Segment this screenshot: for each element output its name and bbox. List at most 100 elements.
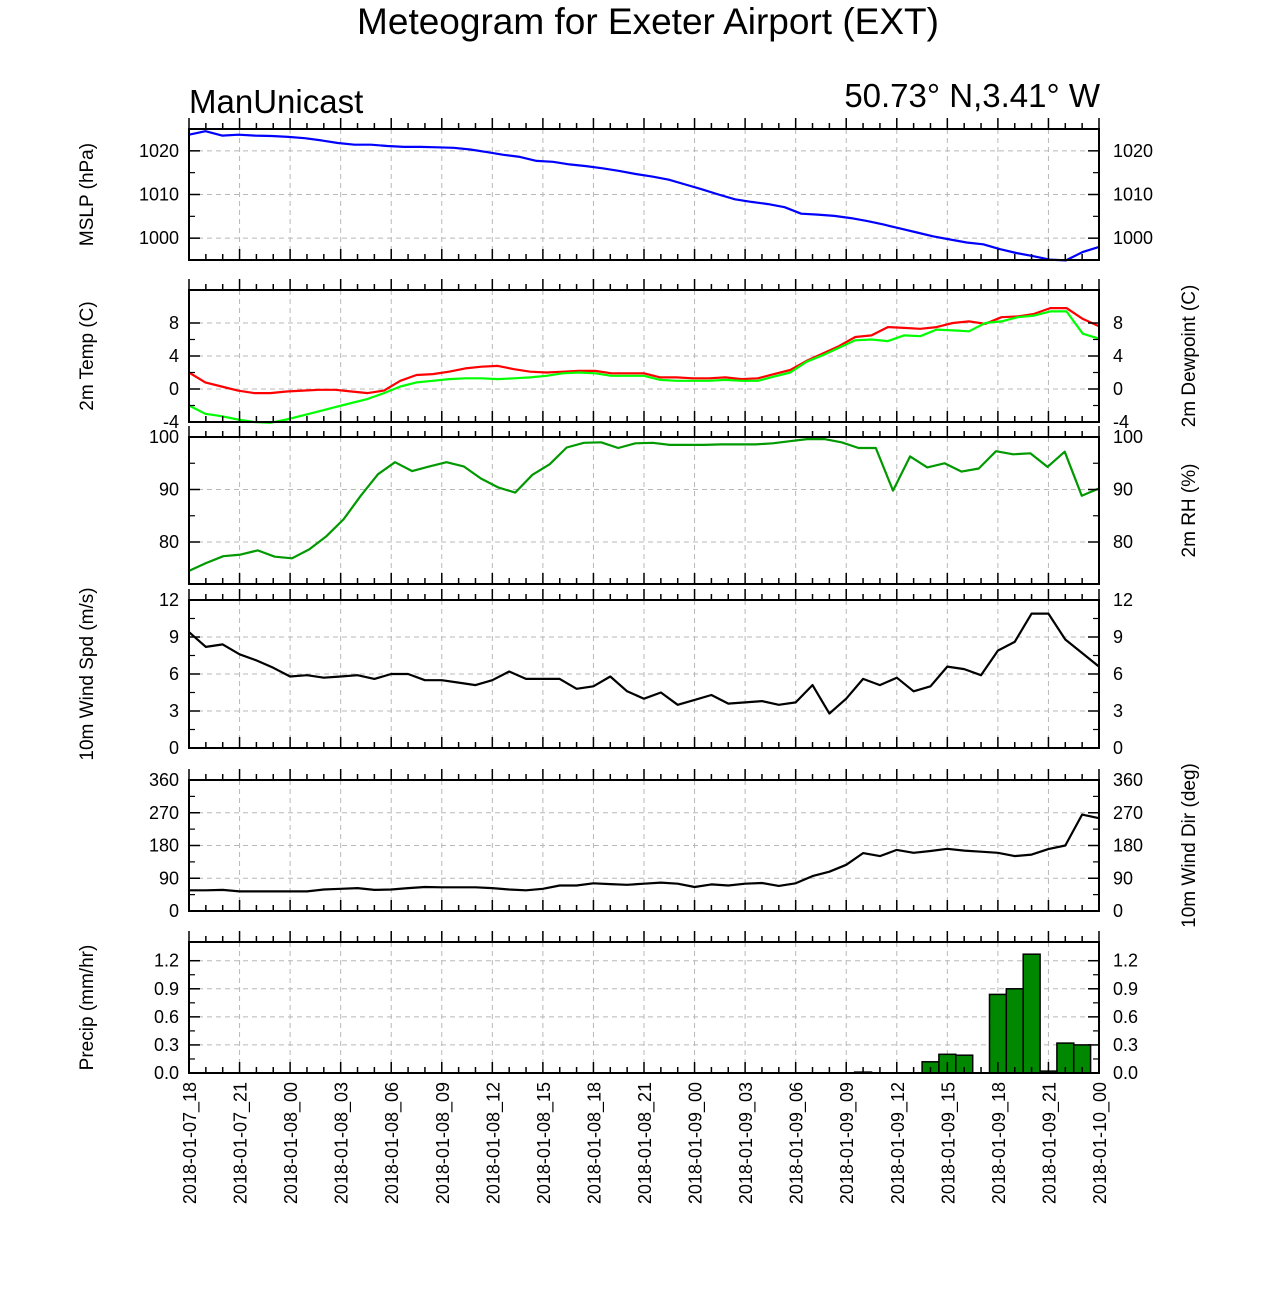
yaxis-title-left: MSLP (hPa) <box>77 143 98 246</box>
ytick-label-right: 6 <box>1113 664 1123 684</box>
series-line-2 <box>188 310 1100 424</box>
series-line-1 <box>188 438 1100 572</box>
ytick-label-left: 1020 <box>139 141 179 161</box>
panel-xtick-marks <box>188 769 1100 911</box>
ytick-label-right: 100 <box>1113 427 1143 447</box>
xtick-label: 2018-01-08_21 <box>635 1082 656 1204</box>
ytick-label-left: 0.9 <box>154 979 179 999</box>
ytick-label-left: 270 <box>149 803 179 823</box>
xtick-label: 2018-01-08_03 <box>332 1082 353 1204</box>
ytick-label-left: 0 <box>169 738 179 758</box>
xtick-label: 2018-01-07_18 <box>180 1082 201 1204</box>
ytick-label-left: 90 <box>159 480 179 500</box>
xtick-label: 2018-01-09_09 <box>837 1082 858 1204</box>
yaxis-title-right: 2m Dewpoint (C) <box>1179 285 1200 428</box>
ytick-label-left: 12 <box>159 590 179 610</box>
xtick-label: 2018-01-07_21 <box>231 1082 252 1204</box>
ytick-label-left: 3 <box>169 701 179 721</box>
ytick-label-right: 4 <box>1113 346 1123 366</box>
ytick-label-right: 90 <box>1113 480 1133 500</box>
panel-grid <box>189 129 1099 260</box>
ytick-label-left: 0.3 <box>154 1035 179 1055</box>
panel-xtick-marks <box>188 426 1100 584</box>
panel-yaxis: -4 -4 0 0 4 4 8 8 <box>163 313 1129 432</box>
ytick-label-left: 0 <box>169 379 179 399</box>
ytick-label-right: 12 <box>1113 590 1133 610</box>
location-label: 50.73° N,3.41° W <box>844 77 1101 114</box>
xtick-label: 2018-01-08_09 <box>433 1082 454 1204</box>
ytick-label-left: 0.6 <box>154 1007 179 1027</box>
panel-grid <box>189 437 1099 584</box>
yaxis-title-left: 2m Temp (C) <box>77 301 98 410</box>
xtick-label: 2018-01-09_15 <box>938 1082 959 1204</box>
panel-xtick-marks <box>188 931 1100 1073</box>
ytick-label-right: 0 <box>1113 901 1123 921</box>
ytick-label-right: 8 <box>1113 313 1123 333</box>
ytick-label-right: 1.2 <box>1113 951 1138 971</box>
ytick-label-left: 9 <box>169 627 179 647</box>
ytick-label-right: 1010 <box>1113 185 1153 205</box>
figure-title: Meteogram for Exeter Airport (EXT) <box>357 1 939 42</box>
panel-1: 1000 1000 1010 1010 1020 1020 MSLP (hPa) <box>77 118 1153 262</box>
panel-yaxis: 80 80 90 90 100 100 <box>149 427 1143 552</box>
ytick-label-left: 1000 <box>139 228 179 248</box>
panel-yaxis: 1000 1000 1010 1010 1020 1020 <box>139 141 1153 248</box>
series-line-1 <box>188 130 1100 262</box>
panel-3: 80 80 90 90 100 100 2m RH (%) <box>149 426 1200 585</box>
series-line-1 <box>188 307 1100 395</box>
ytick-label-right: 9 <box>1113 627 1123 647</box>
yaxis-title-left: Precip (mm/hr) <box>77 945 98 1071</box>
ytick-label-left: -4 <box>163 412 179 432</box>
panel-grid <box>189 600 1099 748</box>
ytick-label-right: 0.9 <box>1113 979 1138 999</box>
xtick-label: 2018-01-09_00 <box>686 1082 707 1204</box>
ytick-label-left: 360 <box>149 770 179 790</box>
panel-6: 0.0 0.0 0.3 0.3 0.6 0.6 0.9 0.9 1.2 1.2 Precip (mm… <box>77 931 1138 1083</box>
ytick-label-left: 180 <box>149 836 179 856</box>
ytick-label-right: 90 <box>1113 868 1133 888</box>
panel-xtick-marks <box>188 118 1100 260</box>
precip-bar <box>1022 953 1041 1074</box>
ytick-label-left: 1.2 <box>154 951 179 971</box>
xtick-label: 2018-01-08_15 <box>534 1082 555 1204</box>
ytick-label-right: 3 <box>1113 701 1123 721</box>
panel-grid <box>189 290 1099 422</box>
model-label: ManUnicast <box>189 83 363 120</box>
ytick-label-left: 6 <box>169 664 179 684</box>
ytick-label-right: 1020 <box>1113 141 1153 161</box>
xtick-label: 2018-01-08_12 <box>483 1082 504 1204</box>
panel-grid <box>189 942 1099 1073</box>
xtick-label: 2018-01-09_21 <box>1039 1082 1060 1204</box>
panel-yaxis: 0.0 0.0 0.3 0.3 0.6 0.6 0.9 0.9 1.2 1.2 <box>154 951 1138 1083</box>
ytick-label-right: 180 <box>1113 836 1143 856</box>
ytick-label-right: 0 <box>1113 379 1123 399</box>
panel-grid <box>189 780 1099 911</box>
xtick-label: 2018-01-08_00 <box>281 1082 302 1204</box>
panel-xtick-marks <box>188 279 1100 422</box>
panel-2: -4 -4 0 0 4 4 8 8 2m Temp (C) 2m Dewpoint (C) <box>77 279 1200 432</box>
xtick-label: 2018-01-10_00 <box>1090 1082 1111 1204</box>
ytick-label-left: 100 <box>149 427 179 447</box>
ytick-label-left: 0 <box>169 901 179 921</box>
panel-xtick-marks <box>188 589 1100 748</box>
ytick-label-right: 0.6 <box>1113 1007 1138 1027</box>
precip-bar <box>988 993 1008 1074</box>
precip-bar <box>1005 988 1024 1074</box>
panel-yaxis: 0 0 3 3 6 6 9 9 12 12 <box>159 590 1133 758</box>
xtick-label: 2018-01-08_06 <box>382 1082 403 1204</box>
ytick-label-left: 90 <box>159 868 179 888</box>
yaxis-title-right: 10m Wind Dir (deg) <box>1179 763 1200 928</box>
ytick-label-left: 8 <box>169 313 179 333</box>
ytick-label-right: 0.3 <box>1113 1035 1138 1055</box>
xtick-label: 2018-01-09_03 <box>736 1082 757 1204</box>
ytick-label-right: 360 <box>1113 770 1143 790</box>
ytick-label-right: 270 <box>1113 803 1143 823</box>
yaxis-title-left: 10m Wind Spd (m/s) <box>77 587 98 760</box>
ytick-label-right: 0 <box>1113 738 1123 758</box>
xtick-label: 2018-01-09_18 <box>989 1082 1010 1204</box>
ytick-label-left: 1010 <box>139 185 179 205</box>
ytick-label-right: 1000 <box>1113 228 1153 248</box>
ytick-label-left: 0.0 <box>154 1063 179 1083</box>
